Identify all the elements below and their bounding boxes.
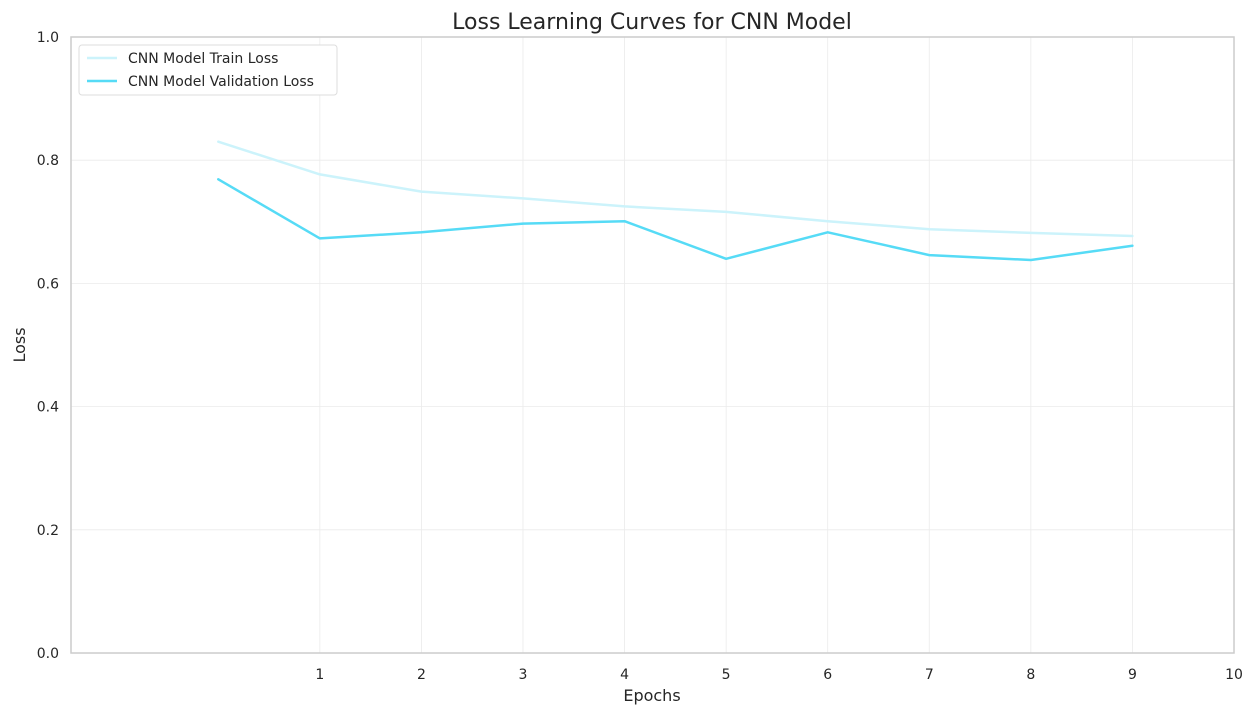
plot-frame xyxy=(70,36,1235,654)
x-tick-label: 9 xyxy=(1128,667,1137,683)
legend-box xyxy=(78,44,338,96)
y-tick-label: 0.2 xyxy=(37,523,59,539)
x-tick-label: 5 xyxy=(722,667,731,683)
x-tick-label: 3 xyxy=(519,667,528,683)
x-tick-label: 7 xyxy=(925,667,934,683)
y-tick-label: 0.8 xyxy=(37,153,59,169)
x-tick-label: 2 xyxy=(417,667,426,683)
x-axis-label: Epochs xyxy=(623,686,680,705)
x-tick-label: 4 xyxy=(620,667,629,683)
y-tick-label: 0.6 xyxy=(37,276,59,292)
series-lines xyxy=(217,140,1134,262)
x-tick-label: 10 xyxy=(1225,667,1243,683)
train-loss-line xyxy=(217,140,1134,238)
chart-title: Loss Learning Curves for CNN Model xyxy=(452,10,852,35)
y-tick-label: 0.0 xyxy=(37,646,59,662)
tick-labels: 0.0 0.2 0.4 0.6 0.8 1.0 1 2 3 4 5 6 7 8 9 10 xyxy=(37,30,1243,683)
validation-loss-line xyxy=(217,178,1134,262)
x-tick-label: 8 xyxy=(1026,667,1035,683)
legend-label-validation: CNN Model Validation Loss xyxy=(128,74,314,90)
y-tick-label: 1.0 xyxy=(37,30,59,46)
y-tick-label: 0.4 xyxy=(37,400,59,416)
x-tick-label: 1 xyxy=(315,667,324,683)
legend: CNN Model Train Loss CNN Model Validatio… xyxy=(78,44,338,96)
y-axis-label: Loss xyxy=(10,327,29,362)
x-tick-label: 6 xyxy=(823,667,832,683)
legend-label-train: CNN Model Train Loss xyxy=(128,51,278,67)
